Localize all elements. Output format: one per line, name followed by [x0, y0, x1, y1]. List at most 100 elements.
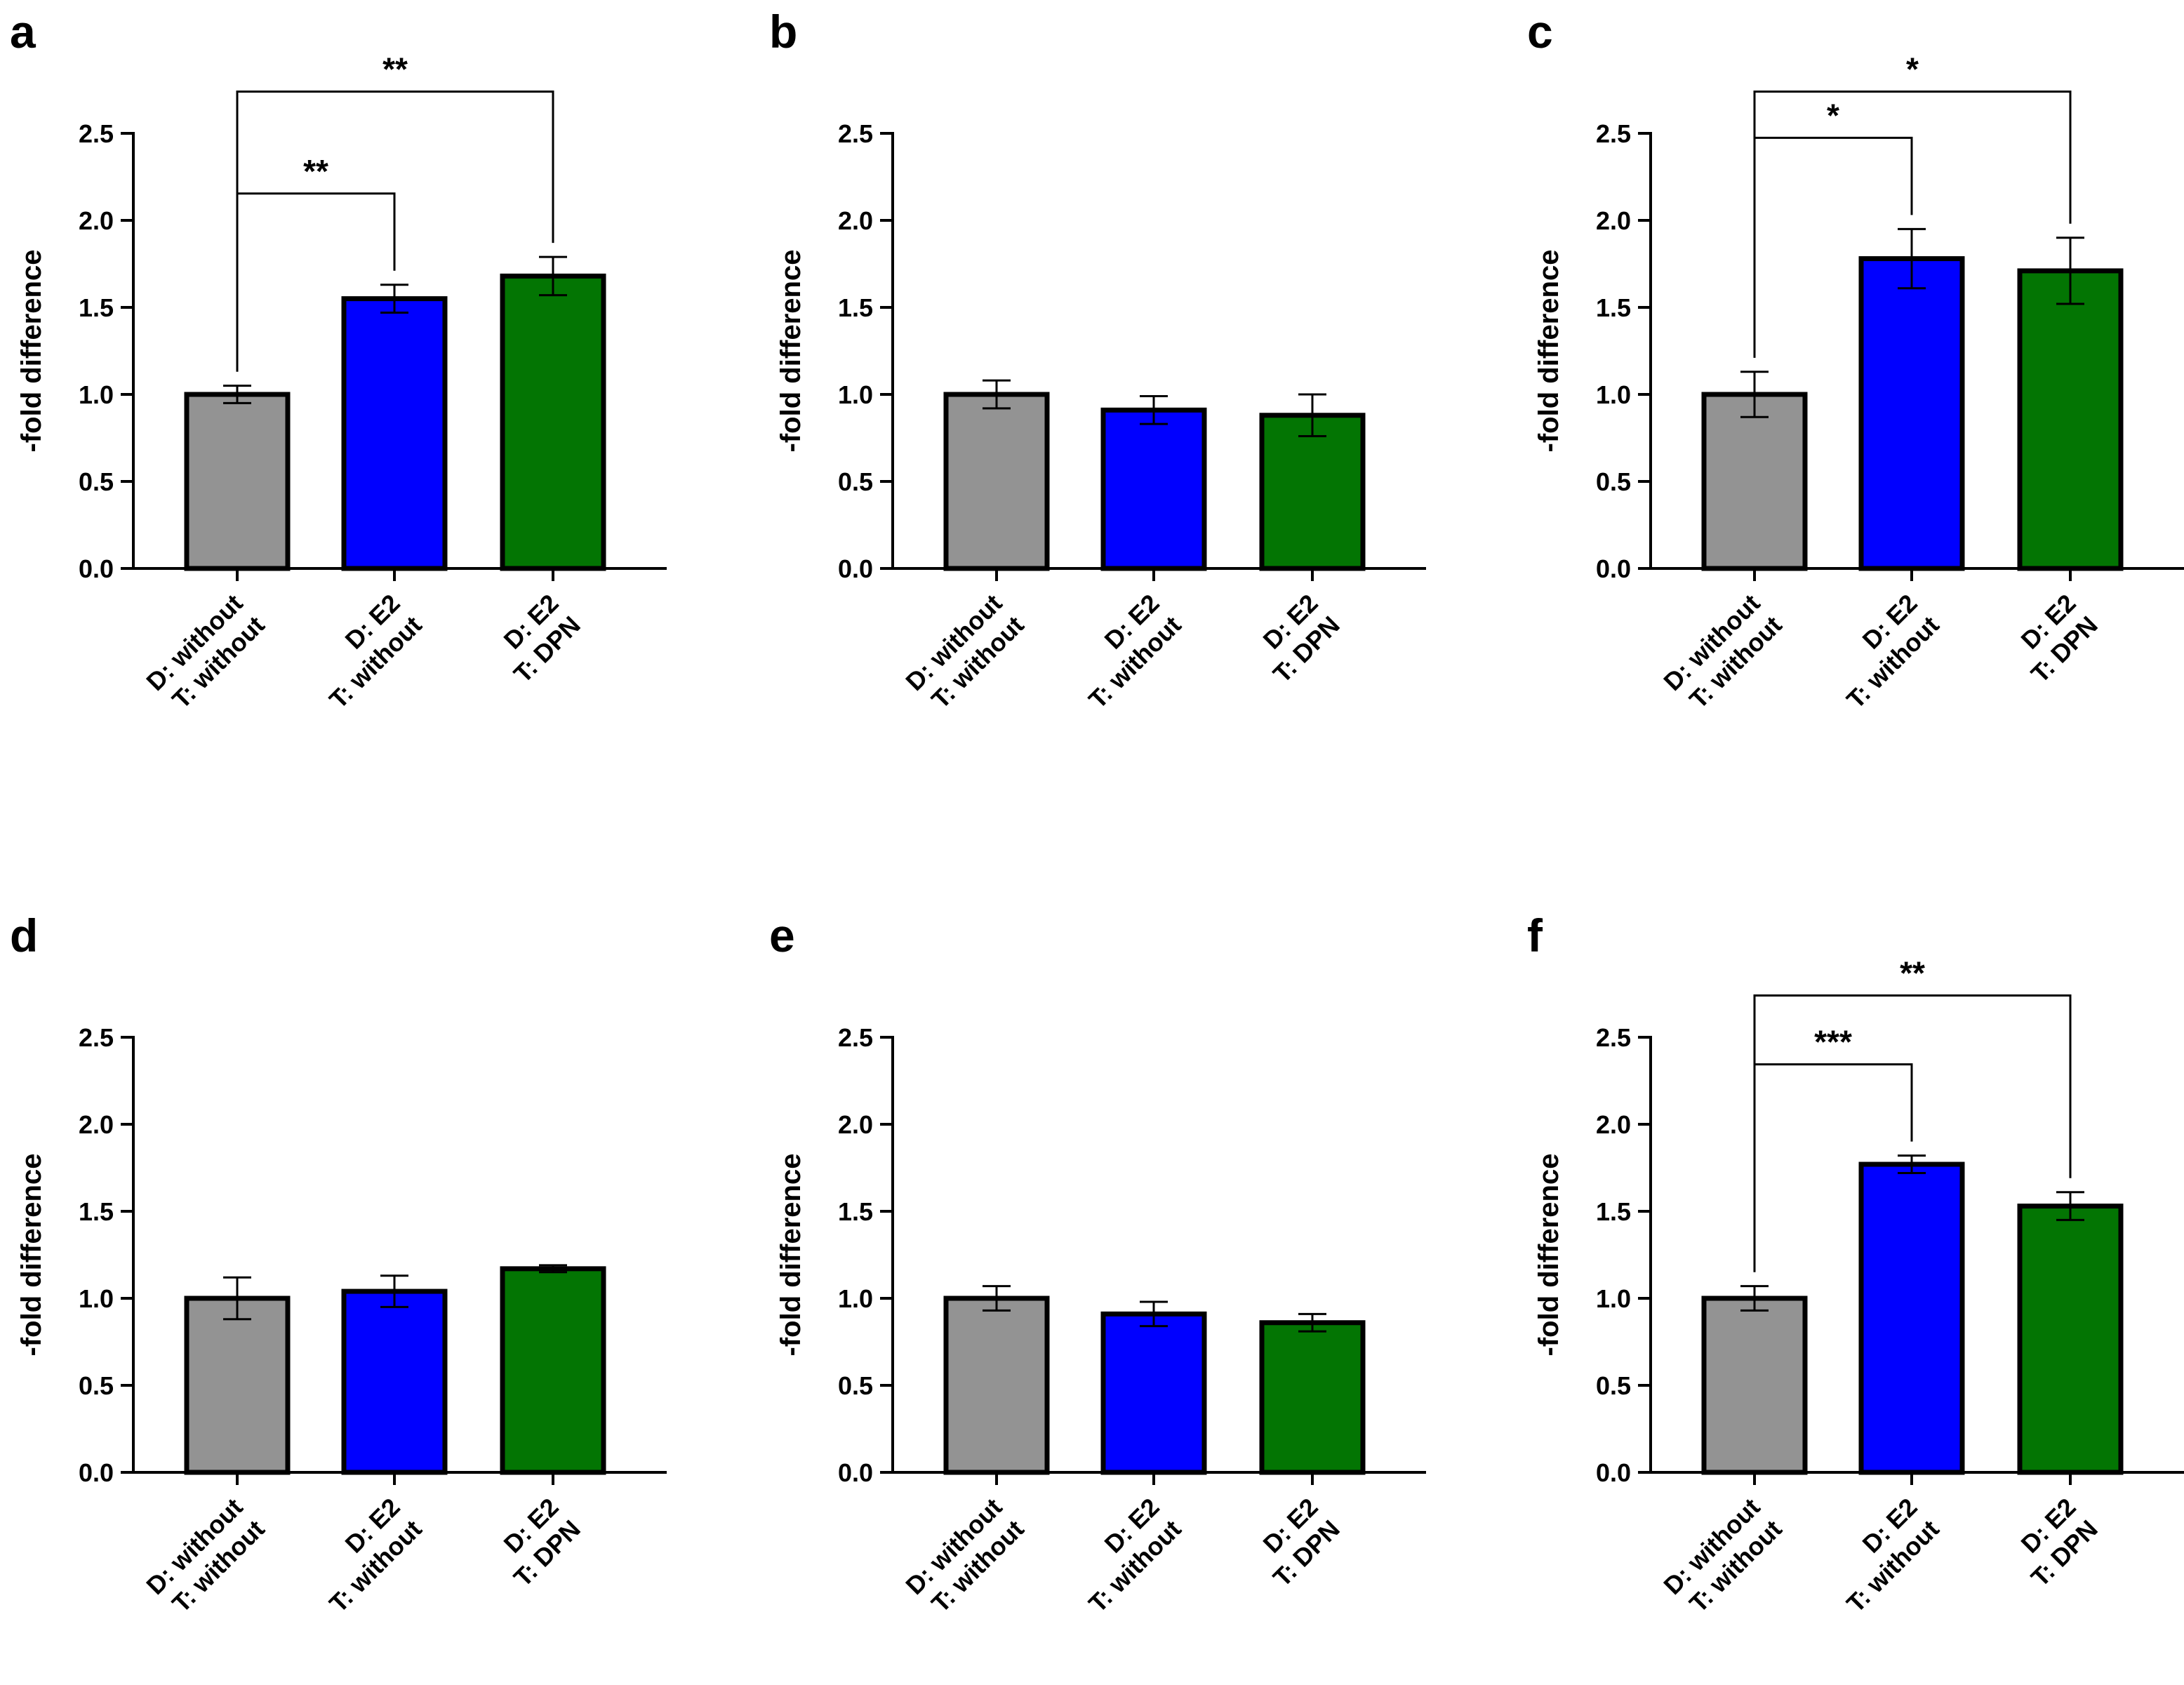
x-tick-label: D: E2T: DPN — [1246, 1493, 1345, 1592]
y-axis-label: -fold difference — [16, 250, 47, 453]
y-tick-label: 1.5 — [1596, 1197, 1631, 1226]
y-tick-label: 0.5 — [79, 1371, 114, 1400]
y-tick-label: 0.0 — [79, 554, 114, 583]
x-tick-label: D: E2T: DPN — [486, 589, 586, 688]
x-tick-label: D: E2T: without — [302, 589, 427, 714]
y-axis-label: -fold difference — [775, 1154, 806, 1357]
bar-dpn — [2017, 268, 2124, 571]
x-tick-label: D: E2T: without — [302, 1493, 427, 1618]
bar-without — [1701, 392, 1808, 571]
x-tick-label: D: withoutT: without — [140, 1493, 270, 1623]
x-tick-label: D: E2T: without — [1819, 589, 1945, 714]
y-tick-label: 0.5 — [1596, 1371, 1631, 1400]
y-tick-label: 2.5 — [838, 1023, 873, 1052]
x-tick-label: D: withoutT: without — [1658, 1493, 1787, 1623]
significance-label: ** — [382, 51, 408, 87]
y-tick-label: 2.5 — [1596, 119, 1631, 148]
y-tick-label: 0.5 — [1596, 467, 1631, 496]
significance-label: *** — [1814, 1024, 1852, 1060]
y-tick-label: 2.0 — [79, 1110, 114, 1139]
panel-letter: f — [1527, 910, 1543, 961]
y-tick-label: 2.0 — [838, 206, 873, 235]
y-tick-label: 1.0 — [1596, 380, 1631, 409]
x-tick-label: D: E2T: without — [1819, 1493, 1945, 1618]
x-tick-label: D: E2T: DPN — [2004, 589, 2103, 688]
y-tick-label: 0.0 — [1596, 554, 1631, 583]
y-tick-label: 1.0 — [79, 1284, 114, 1313]
y-axis-label: -fold difference — [775, 250, 806, 453]
y-tick-label: 1.5 — [79, 293, 114, 322]
panel-b: b -fold difference 0.0 0.5 1.0 1.5 2.0 2.5 D: wi… — [769, 6, 1426, 719]
significance-label: * — [1906, 51, 1919, 87]
bar-without — [184, 1296, 291, 1475]
bar-dpn — [2017, 1204, 2124, 1475]
x-tick-label: D: withoutT: without — [140, 589, 270, 719]
bar-dpn — [1259, 413, 1366, 571]
y-tick-label: 0.0 — [838, 554, 873, 583]
bar-without — [184, 392, 291, 571]
bar-without — [943, 1296, 1050, 1475]
x-tick-label: D: E2T: without — [1061, 589, 1187, 714]
bar-e2 — [1100, 407, 1207, 571]
y-tick-label: 1.0 — [838, 1284, 873, 1313]
y-tick-label: 2.5 — [79, 1023, 114, 1052]
bar-dpn — [500, 273, 606, 571]
panel-letter: e — [769, 910, 795, 961]
y-axis-label: -fold difference — [1533, 1154, 1564, 1357]
panel-letter: d — [10, 910, 38, 961]
y-tick-label: 1.0 — [838, 380, 873, 409]
y-tick-label: 0.5 — [79, 467, 114, 496]
y-tick-label: 0.0 — [1596, 1458, 1631, 1487]
bar-e2 — [1100, 1311, 1207, 1475]
x-tick-label: D: withoutT: without — [900, 589, 1030, 719]
significance-label: ** — [1900, 954, 1925, 991]
panel-letter: c — [1527, 6, 1553, 58]
y-tick-label: 1.5 — [838, 1197, 873, 1226]
bar-e2 — [1858, 256, 1965, 571]
bar-dpn — [1259, 1320, 1366, 1475]
bar-without — [943, 392, 1050, 571]
bar-e2 — [1858, 1161, 1965, 1475]
y-tick-label: 2.0 — [838, 1110, 873, 1139]
x-tick-label: D: E2T: DPN — [1246, 589, 1345, 688]
y-tick-label: 0.0 — [79, 1458, 114, 1487]
x-tick-label: D: E2T: DPN — [2004, 1493, 2103, 1592]
significance-label: ** — [303, 153, 328, 189]
panel-letter: b — [769, 6, 797, 58]
x-tick-label: D: E2T: DPN — [486, 1493, 586, 1592]
bar-without — [1701, 1296, 1808, 1475]
bar-e2 — [341, 1288, 448, 1475]
y-tick-label: 2.0 — [79, 206, 114, 235]
y-tick-label: 1.5 — [1596, 293, 1631, 322]
bar-dpn — [500, 1266, 606, 1475]
y-tick-label: 0.5 — [838, 1371, 873, 1400]
y-tick-label: 2.5 — [1596, 1023, 1631, 1052]
panel-d: d -fold difference 0.0 0.5 1.0 1.5 2.0 2.5 D: wi… — [10, 910, 667, 1623]
y-tick-label: 0.5 — [838, 467, 873, 496]
panel-f: f -fold difference 0.0 0.5 1.0 1.5 2.0 2.5 D: wi… — [1527, 910, 2184, 1623]
x-tick-label: D: withoutT: without — [900, 1493, 1030, 1623]
y-tick-label: 1.5 — [838, 293, 873, 322]
panel-letter: a — [10, 6, 36, 58]
y-tick-label: 2.5 — [838, 119, 873, 148]
y-tick-label: 1.0 — [79, 380, 114, 409]
panel-a: a -fold difference 0.0 0.5 1.0 1.5 2.0 2.5 D: wi… — [10, 6, 667, 719]
y-axis-label: -fold difference — [16, 1154, 47, 1357]
x-tick-label: D: E2T: without — [1061, 1493, 1187, 1618]
y-axis-label: -fold difference — [1533, 250, 1564, 453]
x-tick-label: D: withoutT: without — [1658, 589, 1787, 719]
y-tick-label: 1.0 — [1596, 1284, 1631, 1313]
y-tick-label: 2.5 — [79, 119, 114, 148]
y-tick-label: 1.5 — [79, 1197, 114, 1226]
panel-c: c -fold difference 0.0 0.5 1.0 1.5 2.0 2.5 D: wi… — [1527, 6, 2184, 719]
y-tick-label: 2.0 — [1596, 1110, 1631, 1139]
significance-bracket — [236, 90, 554, 372]
significance-bracket — [1753, 90, 2072, 358]
bar-e2 — [341, 296, 448, 571]
panel-e: e -fold difference 0.0 0.5 1.0 1.5 2.0 2.5 D: wi… — [769, 910, 1426, 1623]
y-tick-label: 0.0 — [838, 1458, 873, 1487]
y-tick-label: 2.0 — [1596, 206, 1631, 235]
significance-bracket — [1753, 994, 2072, 1272]
significance-label: * — [1827, 97, 1839, 133]
